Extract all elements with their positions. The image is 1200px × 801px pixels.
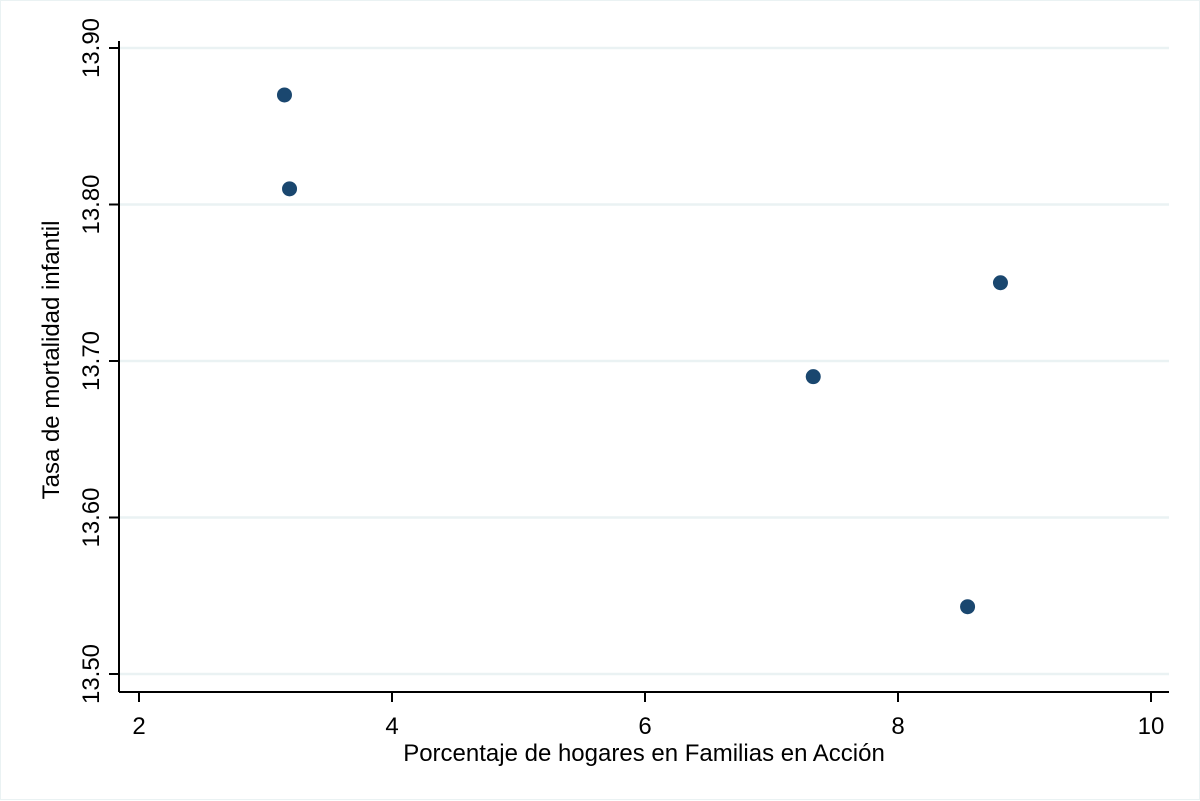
data-point (805, 369, 821, 385)
y-tick-label: 13.70 (78, 331, 105, 391)
x-tick-label: 6 (638, 713, 651, 740)
x-tick-label: 10 (1138, 713, 1165, 740)
data-point (992, 275, 1008, 291)
data-point (282, 181, 298, 197)
data-points (276, 87, 1008, 615)
y-axis-title: Tasa de mortalidad infantil (38, 221, 65, 500)
y-tick-label: 13.50 (78, 644, 105, 704)
y-tick-label: 13.90 (78, 18, 105, 78)
axes (109, 41, 1169, 702)
data-point (960, 599, 976, 615)
data-point (276, 87, 292, 103)
tick-labels: 13.50 13.60 13.70 13.80 13.90 2 4 6 8 10 (78, 18, 1164, 740)
x-tick-label: 4 (385, 713, 398, 740)
gridlines (119, 46, 1169, 676)
y-tick-label: 13.60 (78, 487, 105, 547)
x-tick-label: 8 (891, 713, 904, 740)
x-tick-label: 2 (132, 713, 145, 740)
y-tick-label: 13.80 (78, 174, 105, 234)
x-axis-title: Porcentaje de hogares en Familias en Acc… (403, 740, 885, 767)
